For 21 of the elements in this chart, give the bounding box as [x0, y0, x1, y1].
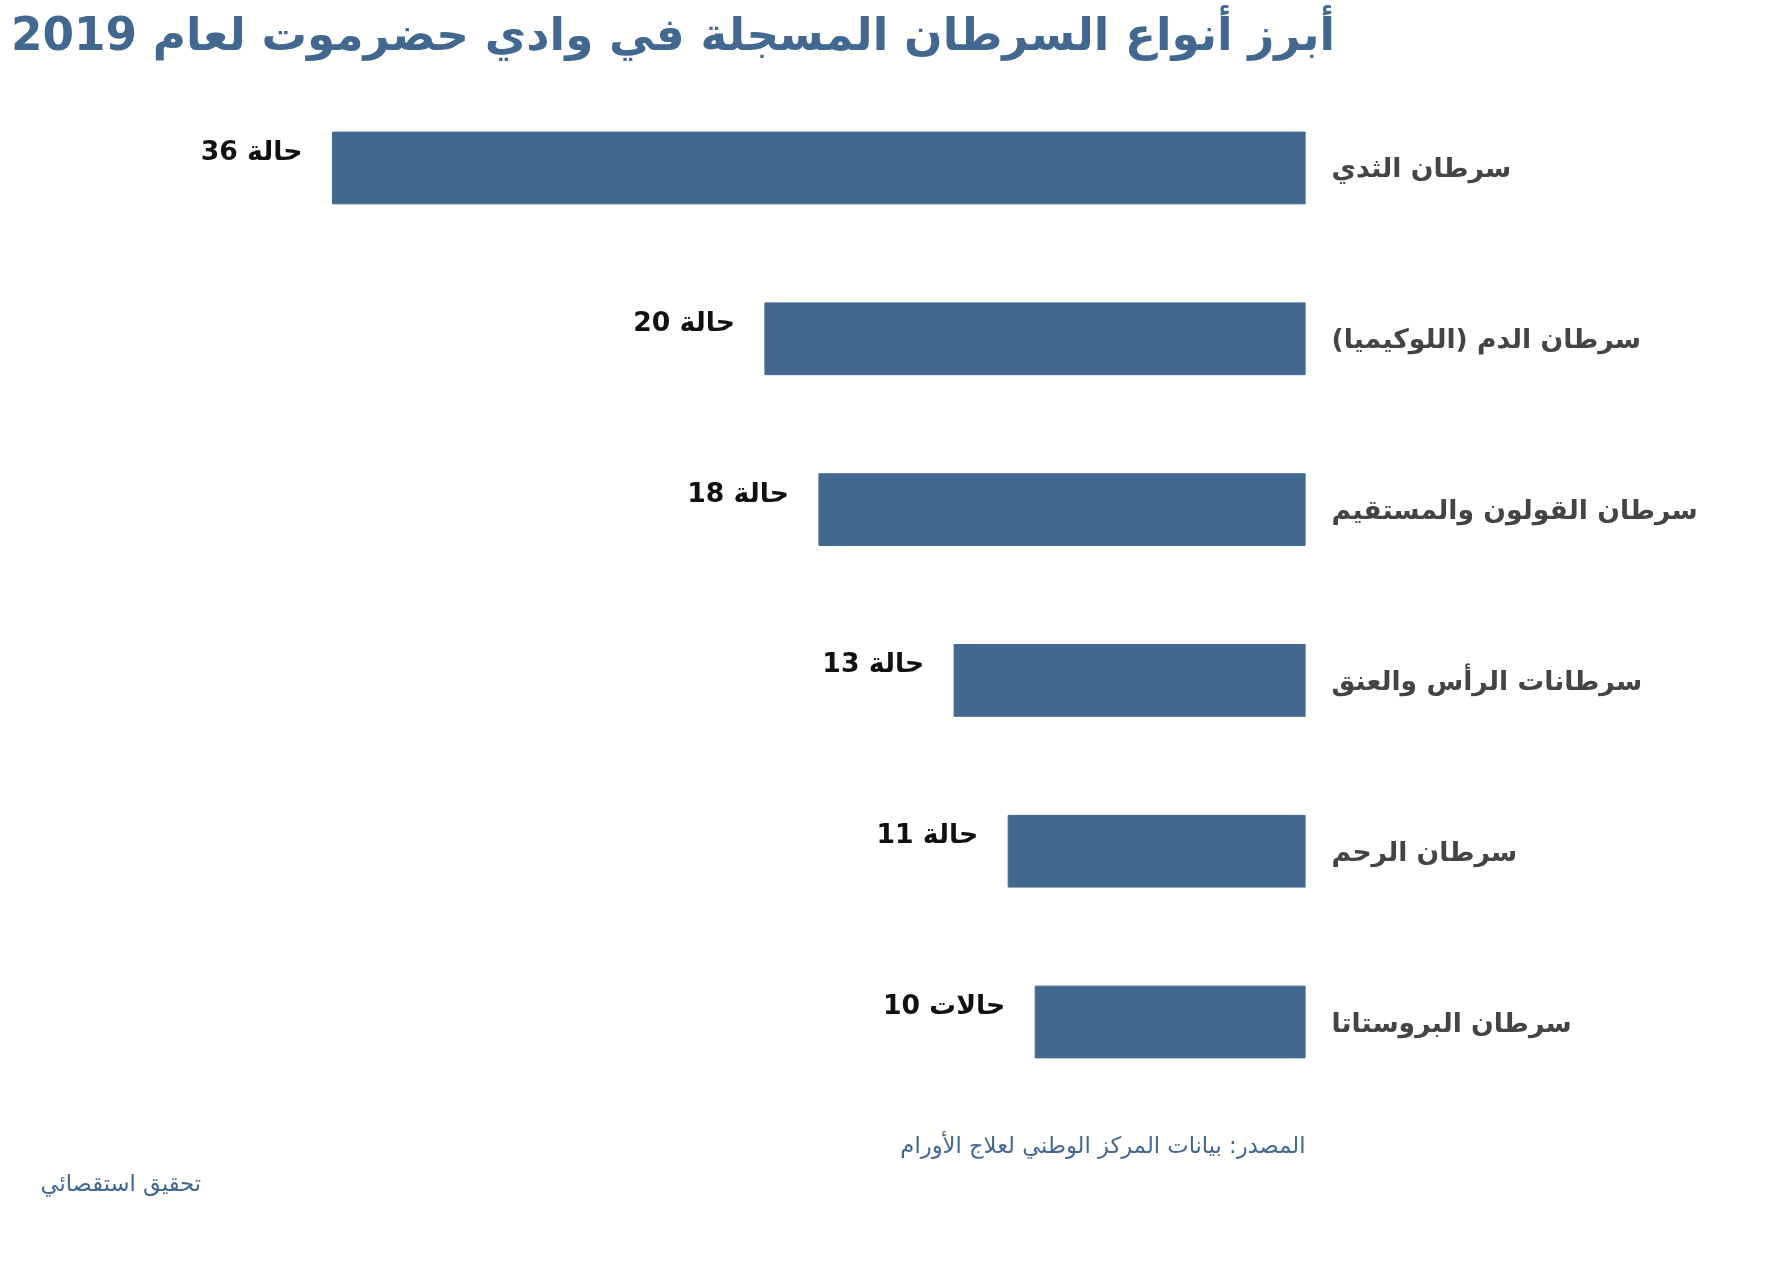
- text: تحقيق استقصائي: [40, 1169, 202, 1197]
- bar: [1034, 985, 1306, 1059]
- data-label: 20 حالة: [633, 305, 735, 337]
- y-tick-label: سرطانات الرأس والعنق: [1331, 662, 1643, 697]
- data-label: 18 حالة: [687, 476, 789, 508]
- y-tick-label: سرطان البروستاتا: [1331, 1006, 1572, 1039]
- text: المصدر: بيانات المركز الوطني لعلاج الأورام: [900, 1130, 1306, 1159]
- y-tick-label: سرطان الثدي: [1331, 152, 1512, 185]
- chart-title: أبرز أنواع السرطان المسجلة في وادي حضرموت لعام 2019: [10, 4, 1336, 61]
- bar: [1007, 814, 1306, 888]
- y-tick-label: سرطان الدم (اللوكيميا): [1331, 323, 1642, 356]
- bar: [953, 644, 1306, 717]
- bar: [818, 473, 1306, 546]
- y-tick-label: سرطان الرحم: [1331, 835, 1518, 868]
- data-label: 11 حالة: [876, 818, 979, 850]
- bar: [764, 302, 1306, 376]
- y-tick-label: سرطان القولون والمستقيم: [1331, 494, 1698, 527]
- bar: [331, 131, 1306, 205]
- data-label: 36 حالة: [200, 134, 303, 166]
- data-label: 13 حالة: [822, 647, 925, 679]
- data-label: 10 حالات: [882, 989, 1006, 1021]
